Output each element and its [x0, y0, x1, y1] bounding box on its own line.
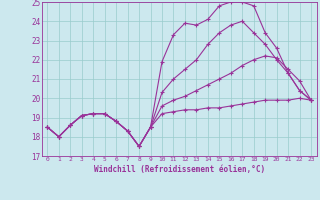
X-axis label: Windchill (Refroidissement éolien,°C): Windchill (Refroidissement éolien,°C) — [94, 165, 265, 174]
